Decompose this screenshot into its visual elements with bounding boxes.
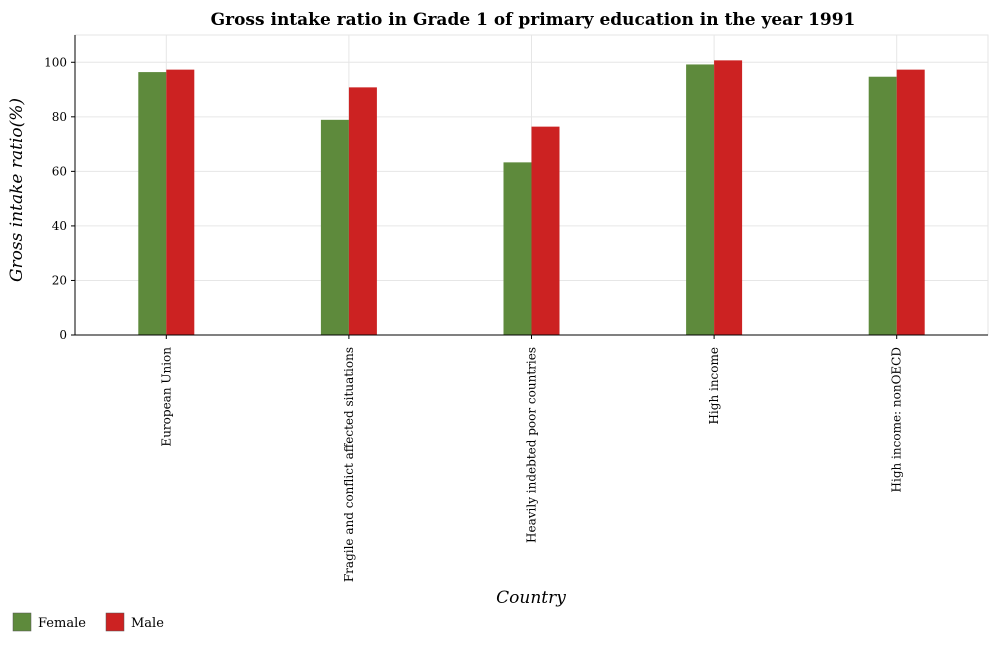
y-tick-label: 0 (59, 328, 67, 342)
bar-female-4 (868, 76, 897, 336)
bars (138, 60, 925, 336)
bar-male-0 (166, 69, 195, 336)
y-tick-label: 40 (52, 219, 67, 233)
legend-label-male: Male (131, 616, 164, 631)
x-tick-labels: European Union Fragile and conflict affec… (159, 347, 903, 582)
chart-title: Gross intake ratio in Grade 1 of primary… (211, 10, 856, 30)
bar-female-2 (503, 162, 532, 335)
bar-female-0 (138, 72, 167, 335)
legend: Female Male (12, 612, 164, 632)
x-tick-label: Heavily indebted poor countries (525, 347, 539, 543)
bar-male-1 (348, 87, 377, 335)
axes (71, 35, 988, 339)
bar-female-1 (320, 119, 349, 336)
y-tick-labels: 0 20 40 60 80 100 (44, 55, 67, 342)
y-tick-label: 20 (52, 273, 67, 287)
y-tick-label: 60 (52, 164, 67, 178)
bar-male-2 (531, 126, 560, 336)
bar-male-3 (714, 60, 743, 335)
legend-label-female: Female (38, 616, 86, 631)
x-tick-label: European Union (159, 347, 173, 447)
y-axis-title: Gross intake ratio(%) (7, 98, 27, 282)
x-axis-title: Country (496, 588, 566, 608)
x-tick-label: High income: nonOECD (890, 347, 904, 492)
x-tick-label: Fragile and conflict affected situations (342, 347, 356, 582)
legend-swatch-female (12, 612, 32, 632)
bar-male-4 (896, 69, 925, 336)
y-tick-label: 100 (44, 55, 67, 69)
legend-swatch-male (105, 612, 125, 632)
x-tick-label: High income (707, 347, 721, 425)
bar-female-3 (686, 64, 715, 336)
y-tick-label: 80 (52, 110, 67, 124)
